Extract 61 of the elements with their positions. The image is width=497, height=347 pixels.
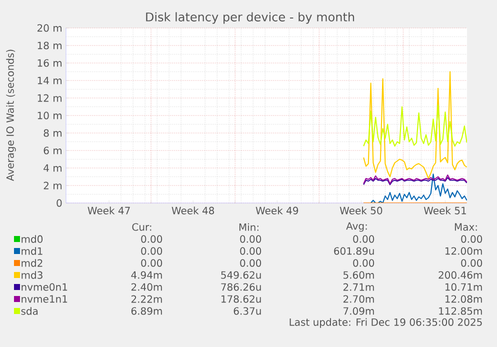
y-tick-label: 10 m [38, 112, 62, 120]
y-tick-label: 6 m [44, 146, 62, 154]
text: 4.94m [131, 271, 162, 279]
x-tick-label: Week 48 [172, 206, 214, 214]
y-axis-title: Average IO Wait (seconds) [6, 50, 16, 181]
text: 0.00 [461, 259, 482, 267]
text: 2.71m [343, 283, 374, 291]
text: 0.00 [141, 247, 162, 255]
y-tick-label: 2 m [44, 182, 62, 190]
text: 786.26u [221, 283, 261, 291]
text: 2.40m [131, 283, 162, 291]
text: Max: [454, 223, 477, 231]
text: Last update: Fri Dec 19 06:35:00 2025 [290, 318, 482, 328]
line-series [363, 174, 467, 184]
text: 6.89m [131, 307, 162, 315]
y-tick-label: 4 m [44, 164, 62, 172]
text: 178.62u [222, 295, 261, 303]
text: 0.00 [141, 259, 162, 267]
line-series [363, 71, 467, 180]
line-series [363, 104, 467, 147]
legend-label: nvme0n1 [22, 283, 68, 291]
x-tick-label: Week 47 [88, 206, 130, 214]
text: 10.71m [445, 283, 482, 291]
y-tick-label: 20 m [37, 24, 62, 32]
legend-label: sda [21, 307, 38, 315]
legend-label: md1 [22, 247, 42, 255]
text: 200.46m [438, 271, 482, 279]
text: 112.85m [439, 307, 482, 315]
text: Min: [239, 223, 258, 231]
x-tick-label: Week 50 [340, 206, 382, 214]
legend-label: nvme1n1 [22, 295, 68, 303]
text: 7.09m [344, 307, 374, 315]
text: 549.62u [221, 271, 261, 279]
text: 0.00 [240, 259, 262, 267]
legend-label: md3 [22, 271, 42, 279]
legend-label: md2 [22, 259, 42, 267]
text: 0.00 [141, 235, 162, 243]
y-tick-label: 16 m [38, 59, 62, 67]
y-tick-label: 14 m [38, 76, 62, 84]
text: 0.00 [240, 235, 262, 243]
y-tick-label: 8 m [44, 129, 62, 137]
text: 0.00 [353, 259, 374, 267]
text: Avg: [346, 222, 367, 232]
y-tick-label: 0 [56, 199, 62, 207]
text: 2.70m [343, 295, 374, 303]
text: 12.08m [445, 295, 482, 303]
legend-label: md0 [22, 235, 43, 243]
x-tick-label: Week 49 [256, 206, 298, 214]
text: 0.00 [461, 235, 482, 243]
text: 0.00 [353, 235, 374, 243]
text: Cur: [132, 223, 152, 231]
text: 6.37u [234, 307, 261, 315]
text: 0.00 [240, 247, 262, 255]
chart-title: Disk latency per device - by month [146, 12, 354, 24]
text: 5.60m [344, 271, 374, 279]
y-tick-label: 18 m [38, 42, 62, 50]
text: 601.89u [334, 247, 374, 255]
y-tick-label: 12 m [38, 94, 62, 102]
text: 2.22m [131, 295, 162, 303]
text: 12.00m [445, 247, 482, 255]
x-tick-label: Week 51 [424, 206, 466, 214]
